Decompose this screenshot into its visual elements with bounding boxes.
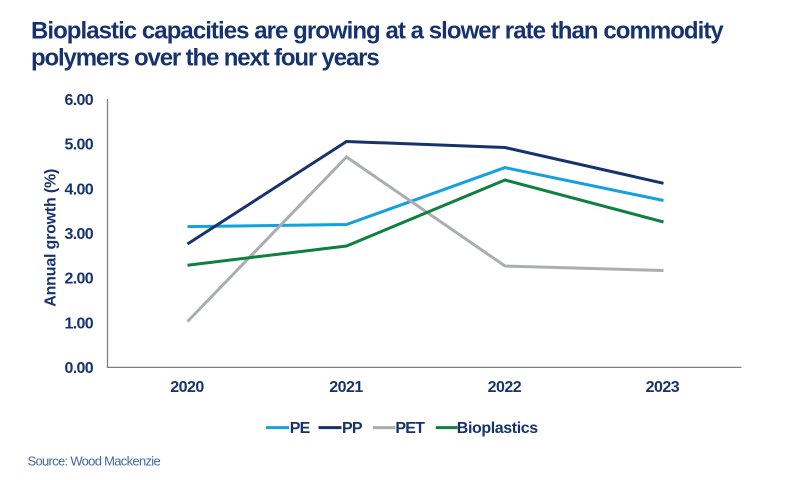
svg-text:Bioplastics: Bioplastics <box>457 420 538 437</box>
svg-text:0.00: 0.00 <box>64 360 93 377</box>
svg-text:polymers over the next four ye: polymers over the next four years <box>31 45 379 72</box>
svg-text:3.00: 3.00 <box>64 226 93 243</box>
svg-text:5.00: 5.00 <box>64 137 93 154</box>
svg-text:2022: 2022 <box>488 379 522 396</box>
svg-text:2021: 2021 <box>329 379 363 396</box>
svg-text:Bioplastic capacities are grow: Bioplastic capacities are growing at a s… <box>31 18 724 45</box>
svg-text:2020: 2020 <box>170 379 204 396</box>
svg-text:2.00: 2.00 <box>64 271 93 288</box>
svg-text:2023: 2023 <box>646 379 680 396</box>
svg-text:Annual growth (%): Annual growth (%) <box>43 169 60 307</box>
svg-text:Source: Wood Mackenzie: Source: Wood Mackenzie <box>28 454 161 469</box>
svg-text:6.00: 6.00 <box>64 92 93 109</box>
svg-text:PET: PET <box>395 420 425 437</box>
svg-text:4.00: 4.00 <box>64 181 93 198</box>
svg-text:PE: PE <box>290 420 311 437</box>
svg-text:1.00: 1.00 <box>64 315 93 332</box>
svg-text:PP: PP <box>342 420 363 437</box>
